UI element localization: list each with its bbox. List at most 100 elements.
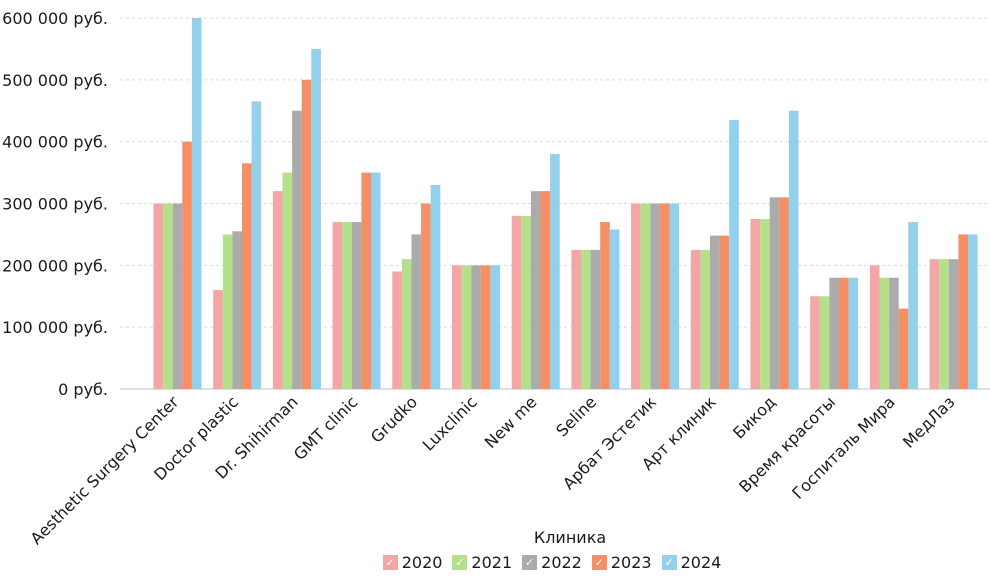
bar [242,163,252,389]
bar [710,235,720,389]
bar [342,222,352,389]
legend: Клиника ✓ 2020 ✓ 2021 ✓ 2022 ✓ 2023 ✓ 2024 [0,528,990,572]
bar [371,172,381,389]
bar [650,203,660,389]
bar [461,265,472,389]
bar [401,259,412,389]
bar [948,259,959,389]
legend-label: 2020 [401,553,443,572]
bar [640,203,651,389]
bar [889,277,899,389]
bar [163,203,173,389]
bar [659,203,670,389]
x-tick-label: GMT clinic [290,392,362,464]
x-tick-label: Grudko [367,392,421,446]
bar [810,296,820,389]
legend-item[interactable]: ✓ 2020 [382,553,443,572]
bar [571,249,581,389]
bar [222,234,233,389]
legend-item[interactable]: ✓ 2023 [591,553,652,572]
legend-label: 2021 [471,553,513,572]
legend-item[interactable]: ✓ 2024 [661,553,722,572]
legend-label: 2022 [541,553,582,572]
check-icon: ✓ [661,555,677,570]
x-tick-label: Бикод [729,392,779,442]
bar [839,277,849,389]
legend-label: 2023 [610,553,652,572]
bar [669,203,680,389]
x-tick-label: Госпиталь Мира [788,392,898,502]
bar [968,234,978,389]
check-icon: ✓ [452,555,468,570]
y-tick-label: 500 000 руб. [2,71,108,90]
bar [272,191,283,389]
bar [430,184,441,389]
bar [511,215,522,389]
bar [631,203,641,389]
bar [788,110,799,389]
bar [769,197,780,389]
bar [879,277,890,389]
bar [581,249,591,389]
bar [779,197,789,389]
check-icon: ✓ [522,555,538,570]
bar [898,308,909,389]
x-tick-label: New me [481,392,541,452]
bar [213,290,223,389]
y-tick-label: 600 000 руб. [2,9,108,28]
bar [311,48,321,390]
bar [819,296,830,389]
bar [361,172,371,389]
bar [590,249,601,389]
bar [690,249,701,389]
bar [471,265,481,389]
bar [550,154,560,389]
legend-items: ✓ 2020 ✓ 2021 ✓ 2022 ✓ 2023 ✓ 2024 [114,553,990,572]
bar [282,172,293,389]
bar [958,234,968,389]
legend-label: 2024 [680,553,722,572]
bar [153,203,164,389]
y-tick-label: 400 000 руб. [2,133,108,152]
bar [421,203,431,389]
y-tick-label: 0 руб. [58,380,108,399]
bar [351,222,362,389]
legend-item[interactable]: ✓ 2021 [452,553,512,572]
y-tick-label: 200 000 руб. [2,256,108,275]
legend-item[interactable]: ✓ 2022 [522,553,582,572]
check-icon: ✓ [382,555,398,570]
bar [760,218,770,389]
bar [182,141,192,389]
x-tick-label: Seline [552,392,600,440]
bar [750,218,761,389]
bar [452,265,462,389]
bar [908,222,918,389]
bar [700,249,710,389]
bar [939,259,949,389]
y-tick-label: 300 000 руб. [2,195,108,214]
bar [172,203,183,389]
bar [609,229,620,389]
bar [332,222,343,389]
bar [929,259,940,389]
bar [829,277,839,389]
bar [292,110,302,389]
bar [191,18,202,389]
check-icon: ✓ [591,555,607,570]
bar [480,265,491,389]
bar [869,265,880,389]
bar [411,234,422,389]
bar [600,222,610,389]
legend-title: Клиника [533,528,607,547]
x-tick-label: МедЛаз [899,392,958,451]
bar [848,277,859,389]
bar [301,79,312,389]
bar [530,191,541,389]
bar [719,235,730,389]
x-tick-label: Luxclinic [419,392,481,454]
bar [392,271,402,389]
bar [232,231,242,389]
bar [729,120,739,390]
bar [251,101,262,389]
